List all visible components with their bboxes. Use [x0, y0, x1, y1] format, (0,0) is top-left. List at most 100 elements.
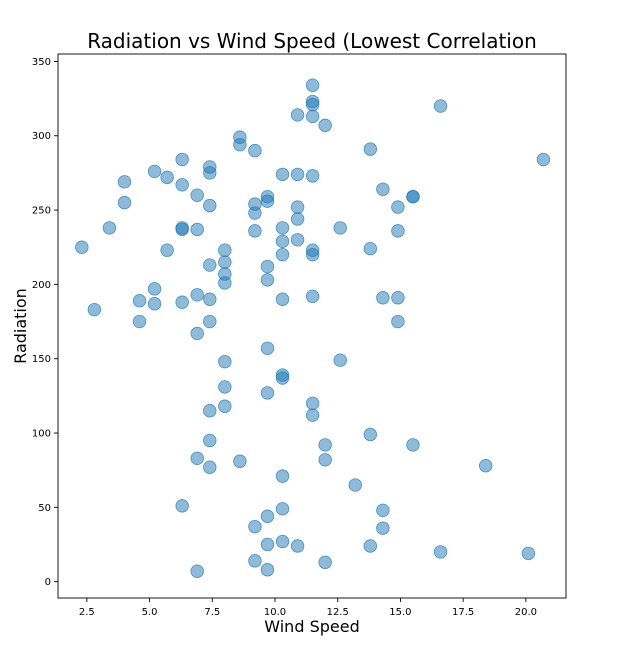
y-tick-label: 0	[45, 577, 51, 588]
data-point	[275, 167, 290, 182]
data-point	[260, 386, 275, 400]
data-point	[376, 521, 390, 535]
data-point	[521, 546, 536, 561]
data-point	[363, 242, 378, 256]
data-point	[305, 169, 320, 183]
x-tick-label: 7.5	[204, 607, 220, 618]
y-axis-ticks: 0 50 100 150 200 250 300 350	[32, 57, 58, 588]
data-point	[318, 453, 332, 467]
data-point	[363, 539, 378, 553]
data-point	[233, 454, 247, 468]
data-point	[147, 282, 162, 296]
data-point	[190, 188, 204, 202]
y-tick-label: 150	[32, 354, 51, 365]
x-tick-label: 17.5	[452, 607, 474, 618]
data-point	[305, 247, 320, 262]
data-point	[203, 433, 217, 448]
data-point	[275, 221, 290, 235]
x-tick-label: 10.0	[264, 607, 286, 618]
data-point	[391, 314, 405, 329]
data-point	[160, 243, 174, 257]
data-point	[218, 380, 232, 394]
data-point	[391, 200, 405, 214]
data-point	[87, 302, 102, 317]
data-point	[391, 291, 405, 305]
data-point	[275, 534, 290, 549]
x-tick-label: 12.5	[327, 607, 349, 618]
data-point	[260, 537, 275, 552]
data-point	[406, 438, 420, 452]
data-point	[132, 314, 147, 329]
y-axis-label: Radiation	[11, 288, 30, 364]
data-point	[203, 198, 217, 213]
data-point	[190, 326, 204, 341]
points-layer	[75, 78, 551, 578]
data-point	[290, 539, 305, 553]
data-point	[248, 224, 262, 238]
data-point	[376, 503, 390, 518]
data-point	[203, 314, 217, 329]
data-point	[248, 143, 262, 158]
data-point	[305, 289, 320, 303]
y-tick-label: 100	[32, 429, 51, 440]
data-point	[260, 341, 275, 356]
data-point	[218, 354, 232, 369]
data-point	[376, 291, 390, 305]
data-point	[175, 499, 189, 513]
data-point	[479, 459, 493, 473]
data-point	[233, 137, 247, 152]
data-point	[218, 276, 232, 290]
data-point	[260, 259, 275, 274]
data-point	[117, 175, 132, 189]
data-point	[536, 152, 551, 167]
y-tick-label: 200	[32, 280, 51, 291]
data-point	[406, 189, 420, 204]
data-point	[305, 97, 320, 112]
data-point	[248, 554, 262, 568]
data-point	[203, 166, 217, 180]
data-point	[363, 427, 378, 442]
data-point	[305, 396, 320, 410]
data-point	[190, 564, 204, 578]
data-point	[248, 519, 262, 534]
data-point	[290, 233, 305, 247]
data-point	[275, 247, 290, 262]
data-point	[147, 297, 162, 311]
data-point	[203, 460, 217, 474]
data-point	[305, 408, 320, 422]
chart-title: Radiation vs Wind Speed (Lowest Correlat…	[87, 29, 537, 53]
y-tick-label: 250	[32, 206, 51, 217]
y-tick-label: 300	[32, 131, 51, 142]
data-point	[305, 78, 320, 92]
data-point	[260, 273, 275, 287]
data-point	[218, 399, 232, 413]
x-tick-label: 20.0	[515, 607, 537, 618]
data-point	[203, 404, 217, 418]
data-point	[290, 212, 305, 226]
data-point	[117, 195, 132, 210]
data-point	[318, 438, 332, 452]
data-point	[75, 240, 89, 254]
data-point	[175, 295, 189, 309]
x-axis-label: Wind Speed	[264, 617, 359, 636]
data-point	[290, 108, 305, 122]
data-point	[275, 371, 290, 385]
data-point	[333, 221, 347, 235]
data-point	[333, 353, 347, 367]
data-point	[318, 555, 332, 570]
data-point	[248, 206, 262, 220]
x-axis-ticks: 2.5 5.0 7.5 10.0 12.5 15.0 17.5 20.0	[79, 598, 537, 618]
data-point	[290, 167, 305, 182]
data-point	[260, 509, 275, 523]
plot-frame	[57, 53, 567, 599]
data-point	[275, 234, 290, 248]
data-point	[190, 451, 204, 465]
data-point	[318, 118, 332, 133]
x-tick-label: 2.5	[79, 607, 95, 618]
data-point	[175, 222, 189, 237]
data-point	[218, 243, 232, 257]
data-point	[433, 545, 448, 559]
y-tick-label: 50	[38, 503, 51, 514]
